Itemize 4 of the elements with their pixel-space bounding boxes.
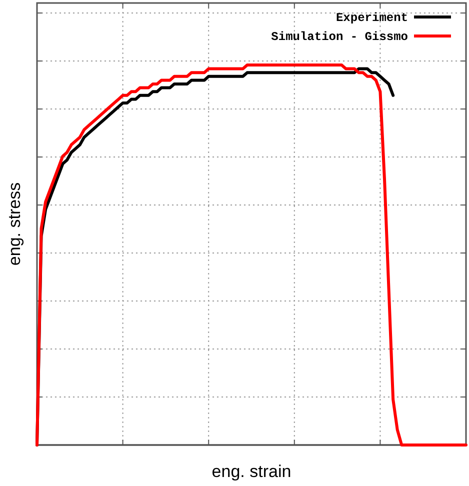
legend-label: Experiment	[336, 11, 408, 25]
y-axis-title: eng. stress	[5, 182, 24, 266]
legend-label: Simulation - Gissmo	[271, 30, 408, 44]
x-axis-title: eng. strain	[212, 462, 292, 481]
